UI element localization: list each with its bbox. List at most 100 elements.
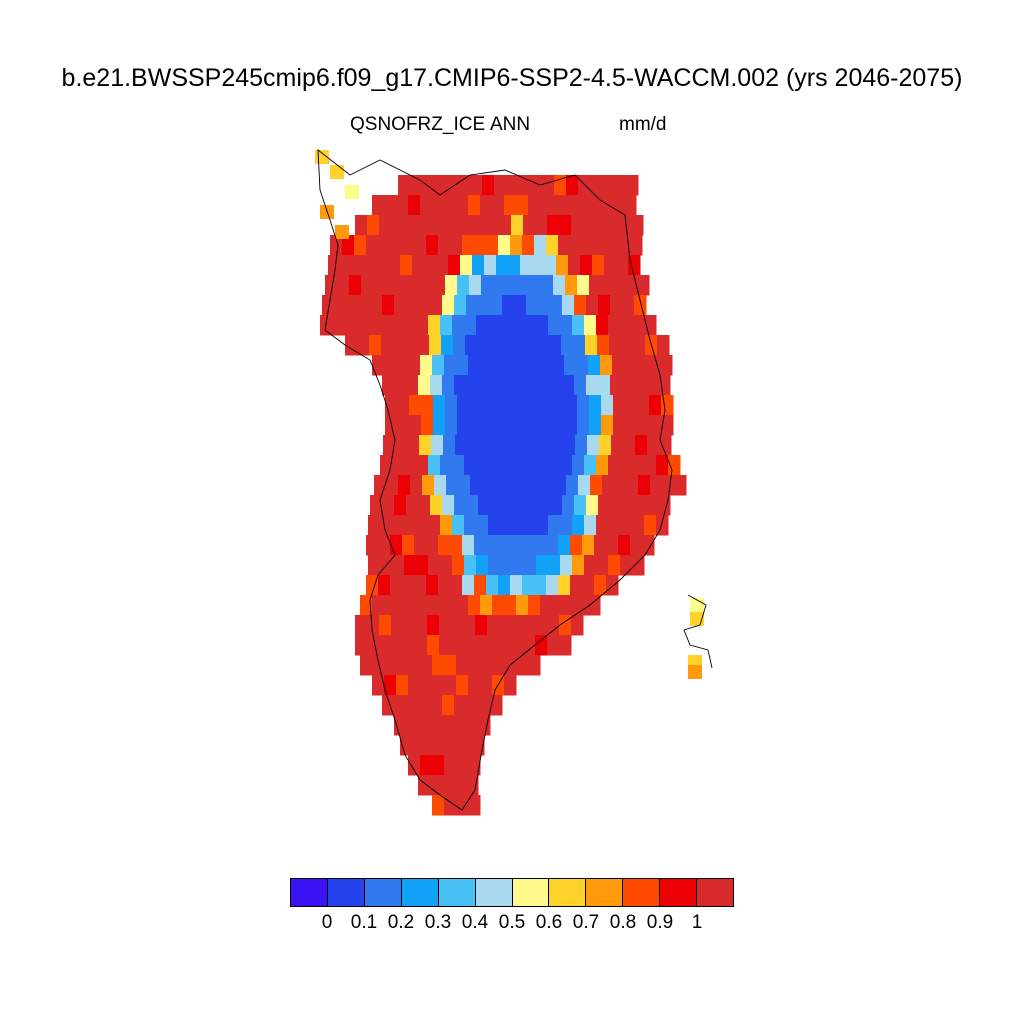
heatmap-cell [525,335,538,356]
heatmap-cell [378,535,391,556]
heatmap-cell [407,435,420,456]
heatmap-cell [524,555,537,576]
colorbar-swatch [512,879,550,906]
heatmap-cell [427,615,440,636]
heatmap-cell [577,415,590,436]
heatmap-cell [406,295,419,316]
heatmap-cell [622,375,635,396]
heatmap-cell [404,515,417,536]
heatmap-cell [430,375,443,396]
heatmap-cell [601,415,614,436]
heatmap-cell [516,355,529,376]
heatmap-cell [632,555,645,576]
heatmap-cell [476,315,489,336]
heatmap-cell [577,275,590,296]
heatmap-cell [458,175,471,196]
heatmap-cell [500,515,513,536]
heatmap-cell [504,675,517,696]
heatmap-cell [646,375,659,396]
colorbar-swatch [660,879,698,906]
heatmap-cell [404,455,417,476]
heatmap-cell [438,535,451,556]
heatmap-cell [462,535,475,556]
heatmap-cell [612,355,625,376]
colorbar-tick-label: 0.6 [535,912,563,933]
heatmap-cell [529,415,542,436]
heatmap-cell [487,615,500,636]
heatmap-cell [570,235,583,256]
heatmap-cell [623,435,636,456]
heatmap-cell [528,355,541,376]
heatmap-cell [563,435,576,456]
heatmap-cell [540,355,553,376]
heatmap-cell [598,495,611,516]
heatmap-cell [566,175,579,196]
heatmap-cell [420,655,433,676]
heatmap-cell [481,415,494,436]
heatmap-cell [510,535,523,556]
heatmap-cell [355,215,368,236]
coastline [317,149,713,811]
heatmap-cell [416,455,429,476]
heatmap-cell [582,575,595,596]
heatmap-cell [406,715,419,736]
heatmap-cell [456,675,469,696]
heatmap-cell [457,415,470,436]
heatmap-cell [504,355,517,376]
heatmap-cell [476,555,489,576]
heatmap-cell [398,175,411,196]
heatmap-cell [547,615,560,636]
heatmap-cell [358,295,371,316]
heatmap-cell [550,375,563,396]
heatmap-cell [432,675,445,696]
heatmap-cell [466,495,479,516]
heatmap-cell [546,575,559,596]
heatmap-cell [560,455,573,476]
heatmap-cell [558,235,571,256]
heatmap-cell [480,195,493,216]
heatmap-cell [466,775,479,796]
heatmap-cell [532,255,545,276]
heatmap-cell [498,235,511,256]
heatmap-cell [493,275,506,296]
heatmap-cell [540,195,553,216]
heatmap-cell [467,435,480,456]
heatmap-cell [638,475,651,496]
heatmap-cell [528,655,541,676]
heatmap-cell [394,295,407,316]
heatmap-cell [368,515,381,536]
heatmap-cell [456,755,469,776]
heatmap-cell [488,315,501,336]
heatmap-cell [568,255,581,276]
heatmap-cell [523,635,536,656]
heatmap-cell [391,615,404,636]
heatmap-cell [384,195,397,216]
heatmap-cell [390,575,403,596]
heatmap-cell [562,295,575,316]
colorbar-tick-label: 0.9 [646,912,674,933]
heatmap-cell [463,615,476,636]
heatmap-cell [494,175,507,196]
heatmap-cell [394,695,407,716]
heatmap-cell [477,335,490,356]
heatmap-cell [354,235,367,256]
heatmap-cell [656,515,669,536]
heatmap-cell [474,575,487,596]
heatmap-cell [668,455,681,476]
colorbar-tick-labels: 0 0.1 0.2 0.3 0.4 0.5 0.6 0.7 0.8 0.9 1 [290,912,734,936]
colorbar-tick-label: 0.3 [424,912,452,933]
heatmap-cell [498,575,511,596]
heatmap-cell [442,775,455,796]
heatmap-cell [512,315,525,336]
heatmap-cell [529,275,542,296]
heatmap-cell [382,375,395,396]
heatmap-cell [433,275,446,296]
heatmap-cell [522,535,535,556]
heatmap-cell [614,475,627,496]
season-label: ANN [490,114,531,135]
heatmap-cell [355,615,368,636]
heatmap-cell [577,395,590,416]
heatmap-cell [408,655,421,676]
heatmap-cell [431,435,444,456]
heatmap-cell [488,555,501,576]
